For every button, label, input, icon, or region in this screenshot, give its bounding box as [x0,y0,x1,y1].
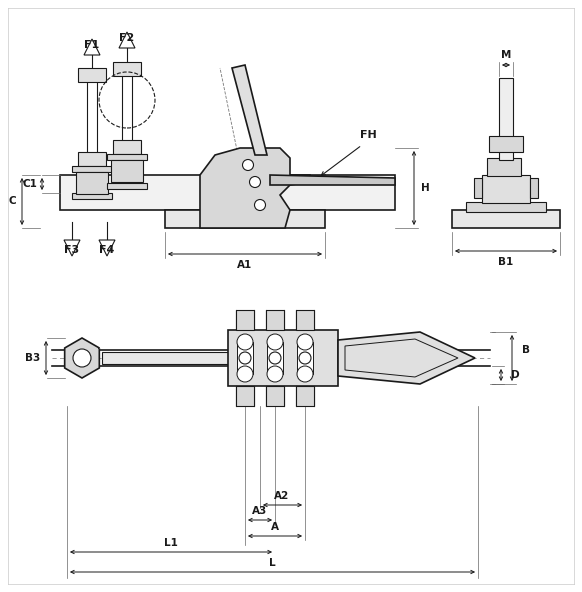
Bar [296,310,314,330]
Bar [102,352,230,364]
Text: F3: F3 [65,245,80,255]
Bar [78,152,106,166]
Circle shape [267,334,283,350]
Text: A2: A2 [274,491,290,501]
Bar [237,342,253,374]
Bar [474,178,482,198]
Polygon shape [200,148,310,228]
Bar [107,183,147,189]
Circle shape [237,334,253,350]
Circle shape [243,159,254,170]
Circle shape [267,366,283,382]
Bar [113,62,141,76]
Text: F4: F4 [100,245,115,255]
Circle shape [237,366,253,382]
Bar [60,175,395,210]
Bar [165,210,325,228]
Text: D: D [510,370,519,380]
Text: B3: B3 [26,353,41,363]
Bar [452,210,560,228]
Polygon shape [64,240,80,256]
Bar [482,175,530,203]
Text: B1: B1 [498,257,514,267]
Polygon shape [84,39,100,55]
Polygon shape [119,32,135,48]
Text: H: H [421,183,430,193]
Text: B: B [522,345,530,355]
Bar [228,330,338,386]
Bar [76,172,108,194]
Bar [236,310,254,330]
Circle shape [250,176,261,188]
Text: A1: A1 [237,260,253,270]
Text: C: C [8,196,16,206]
Text: C1: C1 [23,179,37,189]
Bar [530,178,538,198]
Polygon shape [338,332,475,384]
Text: A: A [271,522,279,532]
Circle shape [299,352,311,364]
Text: A3: A3 [253,506,268,516]
Bar [296,386,314,406]
Circle shape [297,366,313,382]
Circle shape [239,352,251,364]
Text: F2: F2 [119,33,134,43]
Polygon shape [65,338,100,378]
Bar [297,342,313,374]
Circle shape [73,349,91,367]
Bar [111,160,143,182]
Bar [489,136,523,152]
Bar [487,158,521,176]
Text: F1: F1 [84,40,100,50]
Bar [78,68,106,82]
Text: L: L [269,558,275,568]
Bar [113,140,141,154]
Bar [72,166,112,172]
Text: M: M [501,50,511,60]
Circle shape [254,200,265,211]
Polygon shape [232,65,267,155]
Text: FH: FH [360,130,377,140]
Bar [267,342,283,374]
Bar [72,193,112,199]
Circle shape [269,352,281,364]
Circle shape [297,334,313,350]
Text: L1: L1 [164,538,178,548]
Bar [499,78,513,160]
Bar [266,310,284,330]
Polygon shape [99,240,115,256]
Bar [266,386,284,406]
Bar [107,154,147,160]
Bar [466,202,546,212]
Polygon shape [270,175,395,185]
Bar [236,386,254,406]
